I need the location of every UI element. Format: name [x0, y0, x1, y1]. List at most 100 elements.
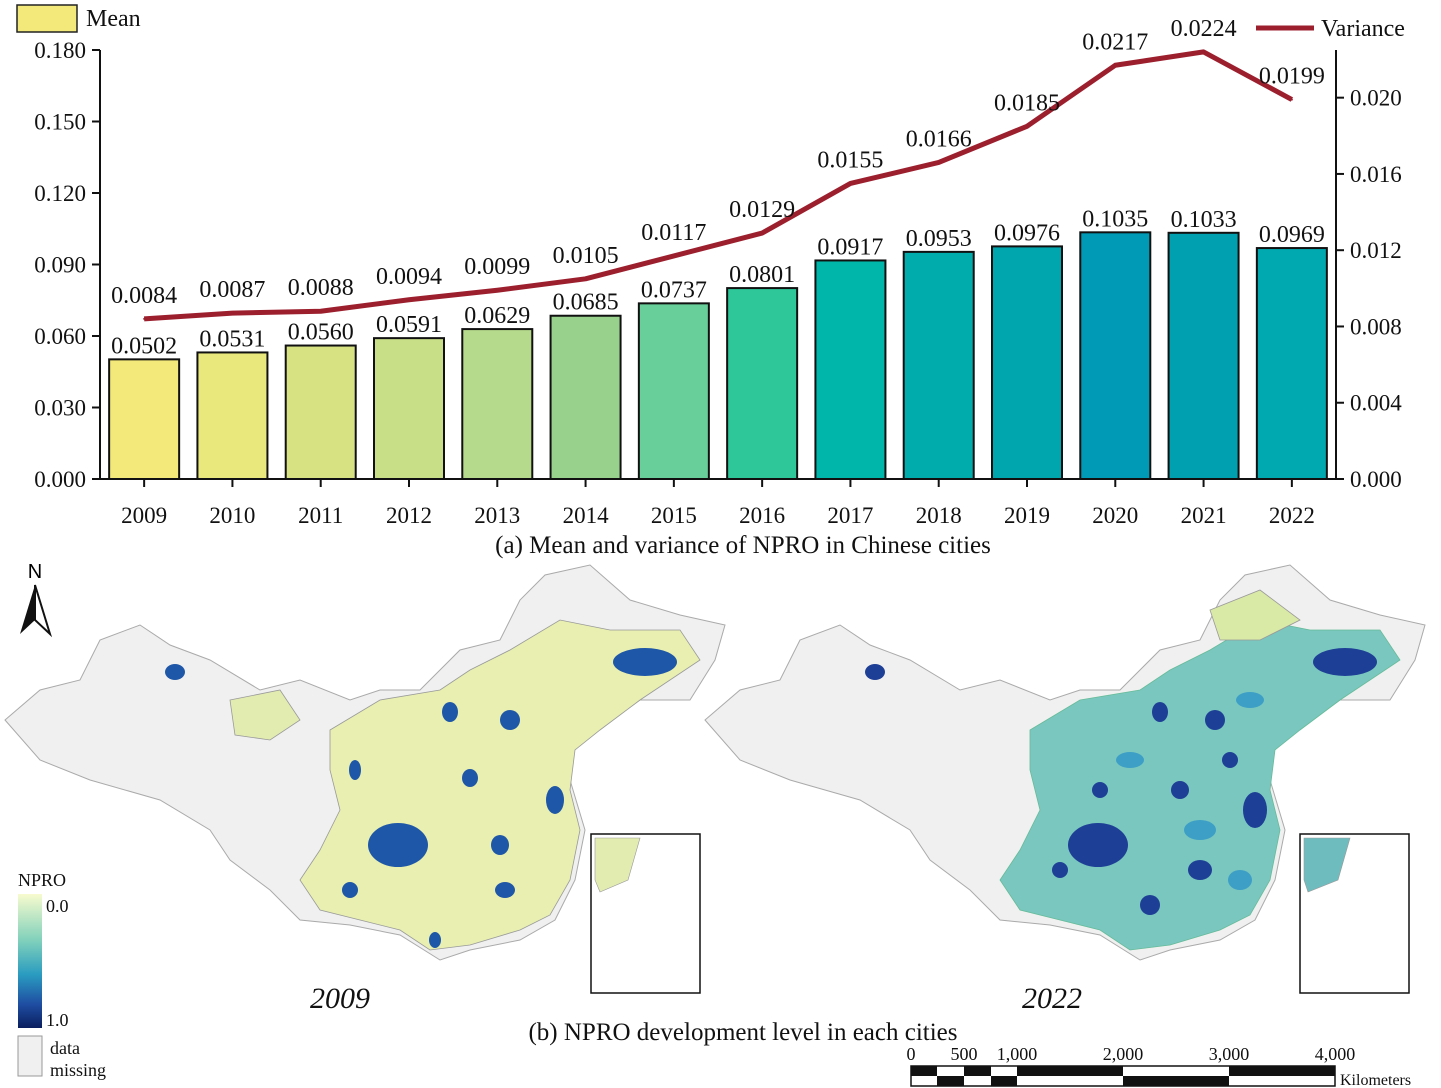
y-right-tick-label: 0.004	[1350, 391, 1402, 416]
map-year-left: 2009	[310, 982, 370, 1015]
inset-region-2009	[594, 837, 641, 893]
variance-line	[143, 49, 1294, 322]
legend-variance-label: Variance	[1321, 16, 1405, 42]
bars	[108, 231, 1328, 481]
x-tick-labels: 2009 2010 2011 2012 2013 2014 2015 2016 2017 2018…	[121, 479, 1315, 528]
variance-labels: 0.0084 0.0087 0.0088 0.0094 0.0099 0.0105 0.01…	[111, 16, 1325, 309]
bar-mean-2020	[1079, 231, 1152, 480]
variance-point-2017	[849, 182, 852, 185]
npro-colorbar	[18, 894, 42, 1028]
bar-mean-2010	[196, 351, 269, 481]
high-value-cities-2009	[165, 648, 677, 948]
variance-label-2018: 0.0166	[906, 126, 972, 152]
x-tick-label-2013: 2013	[474, 503, 520, 528]
variance-point-2021	[1202, 50, 1205, 53]
npro-legend: NPRO 0.0 1.0 data missing	[17, 870, 106, 1080]
scale-bar: 0 500 1,000 2,000 3,000 4,000 Kilometers	[907, 1044, 1412, 1088]
x-tick-label-2012: 2012	[386, 503, 432, 528]
bar-mean-2022	[1255, 247, 1328, 480]
variance-label-2020: 0.0217	[1082, 29, 1148, 55]
scale-tick-1000: 1,000	[997, 1044, 1038, 1064]
high-value-cities-2022	[865, 648, 1377, 915]
y-right-tick-label: 0.008	[1350, 314, 1402, 339]
variance-label-2010: 0.0087	[199, 277, 265, 303]
variance-point-2009	[143, 317, 146, 320]
y-left-tick-label: 0.090	[34, 253, 86, 278]
variance-point-2013	[496, 289, 499, 292]
variance-label-2016: 0.0129	[729, 197, 795, 223]
x-tick-label-2011: 2011	[298, 503, 343, 528]
x-tick-label-2017: 2017	[827, 503, 873, 528]
x-tick-label-2020: 2020	[1092, 503, 1138, 528]
npro-legend-max: 1.0	[46, 1010, 69, 1030]
variance-point-2019	[1026, 125, 1028, 128]
bar-mean-2013	[461, 328, 534, 481]
map-2022: 2022	[704, 564, 1426, 1015]
x-tick-label-2016: 2016	[739, 503, 785, 528]
scale-tick-0: 0	[907, 1044, 916, 1064]
y-left-tick-label: 0.060	[34, 324, 86, 349]
maps-caption: (b) NPRO development level in each citie…	[528, 1019, 957, 1046]
bar-label-2012: 0.0591	[376, 312, 442, 338]
y-left-tick-label: 0.030	[34, 396, 86, 421]
variance-label-2019: 0.0185	[994, 90, 1060, 116]
bar-label-2016: 0.0801	[729, 262, 795, 288]
bar-mean-2021	[1167, 231, 1240, 480]
variance-label-2009: 0.0084	[111, 283, 177, 309]
bar-label-2021: 0.1033	[1171, 207, 1237, 233]
missing-label-1: data	[50, 1038, 80, 1058]
variance-label-2015: 0.0117	[641, 220, 706, 246]
variance-point-2012	[408, 298, 410, 301]
bar-mean-2018	[902, 250, 975, 480]
bar-label-2014: 0.0685	[553, 290, 619, 316]
x-tick-label-2022: 2022	[1269, 503, 1315, 528]
variance-point-2016	[761, 232, 764, 235]
x-tick-label-2021: 2021	[1181, 503, 1227, 528]
x-tick-label-2014: 2014	[563, 503, 610, 528]
npro-legend-min: 0.0	[46, 896, 69, 916]
missing-swatch	[17, 1035, 43, 1077]
x-tick-label-2015: 2015	[651, 503, 697, 528]
bar-label-2011: 0.0560	[288, 320, 354, 346]
mid-value-cities-2022	[1116, 692, 1264, 890]
covered-region-west-2009	[229, 689, 301, 741]
axis-ticks: 0.000 0.030 0.060 0.090 0.120 0.150 0.180 0.000…	[34, 38, 1402, 492]
variance-point-2015	[672, 254, 675, 257]
y-right-tick-label: 0.000	[1350, 467, 1402, 492]
bar-mean-2017	[814, 259, 887, 480]
y-left-tick-label: 0.000	[34, 467, 86, 492]
y-right-tick-label: 0.012	[1350, 238, 1402, 263]
bar-mean-2019	[991, 245, 1063, 480]
bar-mean-2012	[373, 337, 445, 480]
scale-tick-2000: 2,000	[1103, 1044, 1144, 1064]
variance-label-2013: 0.0099	[464, 254, 530, 280]
bar-mean-2011	[284, 344, 357, 480]
y-left-tick-label: 0.180	[34, 38, 86, 63]
bar-label-2019: 0.0976	[994, 220, 1060, 246]
scale-unit: Kilometers	[1340, 1072, 1411, 1088]
bar-label-2017: 0.0917	[817, 234, 883, 260]
scale-tick-4000: 4,000	[1315, 1044, 1356, 1064]
map-2009: 2009	[4, 564, 726, 1015]
bar-mean-2016	[726, 287, 799, 480]
missing-label-2: missing	[50, 1060, 106, 1080]
variance-point-2010	[231, 312, 234, 315]
variance-series	[143, 49, 1294, 322]
y-left-tick-label: 0.150	[34, 110, 86, 135]
bar-mean-2009	[108, 358, 181, 480]
x-tick-label-2010: 2010	[209, 503, 255, 528]
bar-mean-2014	[549, 314, 622, 480]
variance-label-2021: 0.0224	[1171, 16, 1237, 42]
north-arrow-icon: N	[20, 561, 53, 638]
npro-legend-title: NPRO	[18, 870, 66, 890]
bar-labels: 0.0502 0.0531 0.0560 0.0591 0.0629 0.0685 0.07…	[111, 206, 1325, 359]
inset-region-2022	[1303, 837, 1351, 893]
chart-caption: (a) Mean and variance of NPRO in Chinese…	[495, 532, 991, 559]
bar-label-2015: 0.0737	[641, 277, 707, 303]
bar-label-2018: 0.0953	[906, 226, 972, 252]
bar-label-2010: 0.0531	[199, 326, 265, 352]
npro-maps: N 2009	[4, 561, 1426, 1088]
variance-point-2018	[937, 161, 940, 164]
bar-label-2009: 0.0502	[111, 333, 177, 359]
